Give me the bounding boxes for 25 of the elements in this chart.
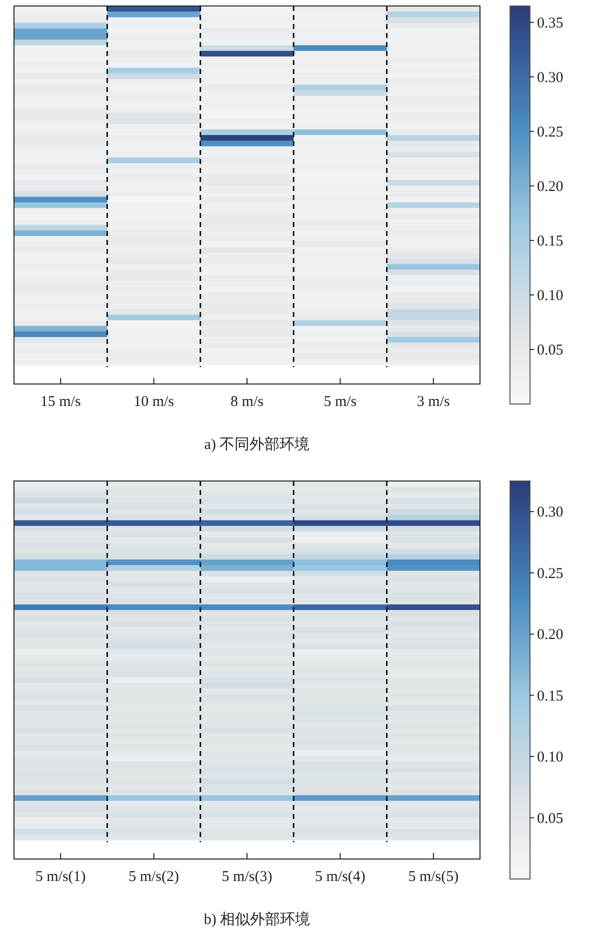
color-bar-label: 0.05 xyxy=(537,342,564,358)
color-bar-label: 0.35 xyxy=(537,15,564,32)
color-bar-label: 0.25 xyxy=(537,124,564,140)
color-bar-label: 0.25 xyxy=(537,566,564,582)
x-tick-label: 5 m/s(1) xyxy=(35,869,86,885)
color-bar-label: 0.15 xyxy=(537,688,564,704)
x-tick-label: 8 m/s xyxy=(230,394,264,410)
x-tick-label: 10 m/s xyxy=(134,394,174,410)
x-tick-label: 15 m/s xyxy=(40,394,81,410)
x-tick-label: 5 m/s(3) xyxy=(222,869,272,885)
x-tick-label: 5 m/s(4) xyxy=(314,869,366,885)
x-tick-label: 5 m/s(2) xyxy=(128,869,180,885)
x-tick-label: 5 m/s xyxy=(324,394,357,410)
color-bar-label: 0.05 xyxy=(537,810,564,827)
color-bar-label: 0.10 xyxy=(537,750,564,766)
color-bar-label: 0.10 xyxy=(537,288,564,304)
color-bar-label: 0.20 xyxy=(537,178,564,195)
x-axis-title: a) 不同外部环境 xyxy=(204,436,310,453)
x-tick-label: 3 m/s xyxy=(416,394,450,410)
color-bar-label: 0.30 xyxy=(537,70,564,86)
color-bar-label: 0.20 xyxy=(537,627,564,644)
x-tick-label: 5 m/s(5) xyxy=(408,869,459,885)
x-axis-title: b) 相似外部环境 xyxy=(204,911,310,928)
color-bar-label: 0.15 xyxy=(537,233,564,250)
color-bar-label: 0.30 xyxy=(537,504,564,521)
